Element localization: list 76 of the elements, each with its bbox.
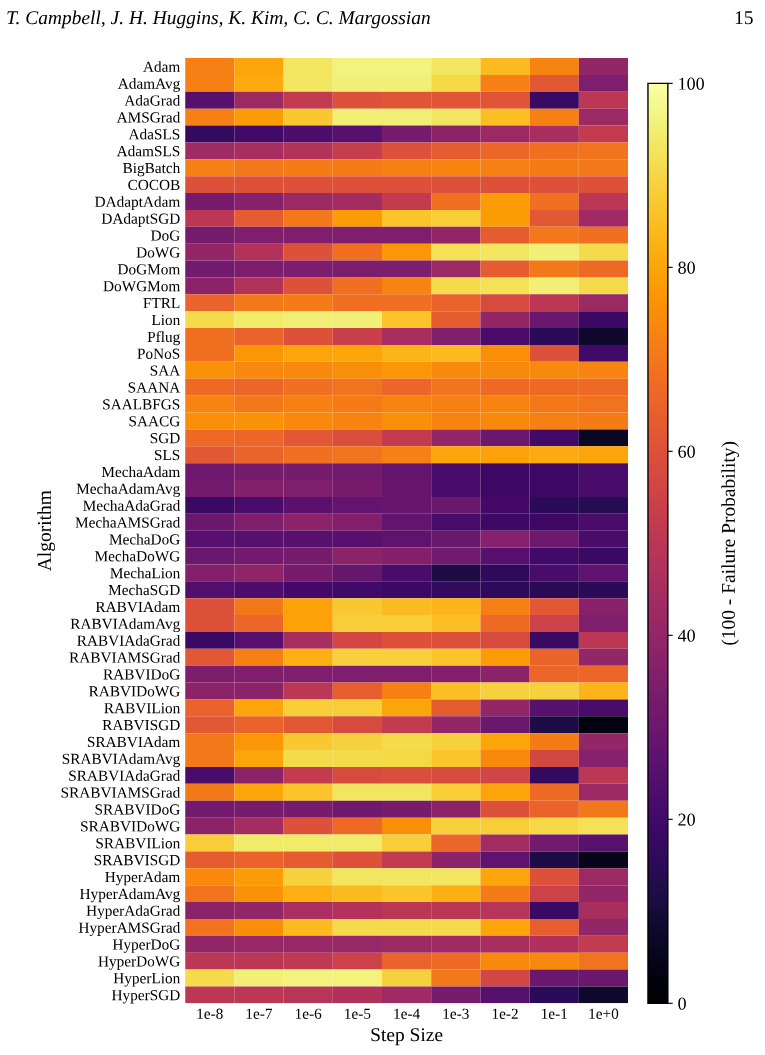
y-tick-label: Lion bbox=[151, 314, 181, 326]
y-tick-label: SAALBFGS bbox=[103, 399, 180, 410]
color-bar-label: 60 bbox=[678, 445, 695, 458]
y-tick-label: SAACG bbox=[129, 416, 180, 427]
x-axis-title: Step Size bbox=[371, 1028, 443, 1046]
y-tick-label: PoNoS bbox=[137, 348, 180, 359]
y-tick-label: HyperLion bbox=[113, 973, 181, 987]
y-tick-label: DoG bbox=[151, 230, 180, 241]
y-tick-label: HyperDoG bbox=[112, 939, 180, 953]
y-tick-label: SRABVIAMSGrad bbox=[61, 787, 181, 798]
y-tick-label: Pflug bbox=[147, 331, 180, 346]
text: 15 bbox=[735, 11, 753, 25]
y-tick-label: HyperAMSGrad bbox=[78, 922, 181, 936]
y-tick-label: MechaLion bbox=[110, 567, 181, 579]
y-tick-label: SRABVIAdam bbox=[87, 736, 181, 748]
y-tick-label: RABVIAdam bbox=[95, 601, 181, 613]
y-tick-label: MechaDoG bbox=[109, 533, 180, 545]
x-tick-label: 1e-7 bbox=[246, 1008, 273, 1019]
y-tick-label: DoWG bbox=[136, 247, 180, 258]
color-bar-label: 80 bbox=[678, 261, 695, 274]
y-tick-label: RABVISGD bbox=[102, 719, 180, 731]
y-tick-label: HyperSGD bbox=[111, 990, 180, 1004]
y-tick-label: AdaSLS bbox=[128, 128, 180, 140]
y-tick-label: AdamSLS bbox=[116, 145, 180, 157]
x-tick-label: 1e-5 bbox=[345, 1008, 371, 1019]
y-tick-label: RABVIAMSGrad bbox=[69, 651, 181, 663]
y-tick-label: SRABVISGD bbox=[94, 855, 180, 866]
y-tick-label: AdaGrad bbox=[124, 94, 181, 106]
y-tick-label: DoGMom bbox=[117, 264, 181, 275]
x-tick-label: 1e-6 bbox=[295, 1008, 322, 1019]
x-tick-label: 1e-3 bbox=[443, 1008, 469, 1019]
y-tick-label: MechaAdam bbox=[101, 466, 181, 478]
y-tick-label: MechaSGD bbox=[108, 584, 180, 596]
y-tick-label: HyperAdaGrad bbox=[86, 905, 181, 920]
y-axis-title: Algorithm bbox=[37, 490, 56, 571]
y-tick-label: SRABVILion bbox=[96, 838, 181, 849]
y-tick-label: BigBatch bbox=[123, 162, 181, 177]
y-tick-label: DAdaptAdam bbox=[95, 196, 181, 211]
y-tick-label: MechaAdaGrad bbox=[83, 500, 181, 511]
y-tick-label: MechaAdamAvg bbox=[76, 483, 180, 498]
x-tick-label: 1e-8 bbox=[197, 1008, 223, 1019]
y-tick-label: RABVIAdamAvg bbox=[70, 618, 180, 633]
y-tick-label: HyperAdam bbox=[105, 871, 181, 886]
y-tick-label: SRABVIAdaGrad bbox=[69, 770, 181, 781]
y-tick-label: MechaDoWG bbox=[95, 550, 180, 562]
y-tick-label: RABVIDoWG bbox=[89, 686, 180, 697]
y-tick-label: SRABVIAdamAvg bbox=[62, 753, 180, 768]
x-tick-label: 1e-2 bbox=[492, 1008, 518, 1019]
x-tick-label: 1e-4 bbox=[394, 1008, 420, 1019]
y-tick-label: HyperDoWG bbox=[98, 956, 180, 970]
text: T. Campbell, J. H. Huggins, K. Kim, C. C. Margossian bbox=[7, 10, 430, 29]
y-tick-label: SAA bbox=[150, 365, 181, 376]
color-bar-label: 20 bbox=[678, 813, 695, 826]
y-tick-label: AdamAvg bbox=[117, 78, 180, 92]
y-tick-label: RABVILion bbox=[104, 703, 181, 714]
y-tick-label: DAdaptSGD bbox=[101, 213, 180, 227]
color-bar-label: 0 bbox=[678, 997, 686, 1010]
y-tick-label: Adam bbox=[143, 61, 181, 72]
y-tick-label: RABVIDoG bbox=[103, 669, 180, 680]
y-tick-label: RABVIAdaGrad bbox=[77, 635, 181, 646]
y-tick-label: SRABVIDoWG bbox=[81, 821, 180, 832]
color-bar-title: (100 - Failure Probability) bbox=[721, 441, 740, 645]
y-tick-label: SLS bbox=[154, 449, 180, 461]
y-tick-label: DoWGMom bbox=[103, 281, 181, 292]
y-tick-label: MechaAMSGrad bbox=[75, 516, 181, 528]
y-tick-label: HyperAdamAvg bbox=[80, 888, 180, 903]
y-tick-label: COCOB bbox=[128, 179, 180, 191]
color-bar-label: 100 bbox=[679, 77, 704, 90]
x-tick-label: 1e-1 bbox=[542, 1008, 567, 1019]
y-tick-label: AMSGrad bbox=[116, 111, 181, 123]
y-tick-label: SRABVIDoG bbox=[95, 804, 180, 815]
y-tick-label: SAANA bbox=[128, 382, 181, 393]
color-bar-label: 40 bbox=[677, 629, 695, 642]
x-tick-label: 1e+0 bbox=[589, 1008, 619, 1019]
y-tick-label: FTRL bbox=[143, 298, 180, 309]
y-tick-label: SGD bbox=[150, 433, 180, 444]
